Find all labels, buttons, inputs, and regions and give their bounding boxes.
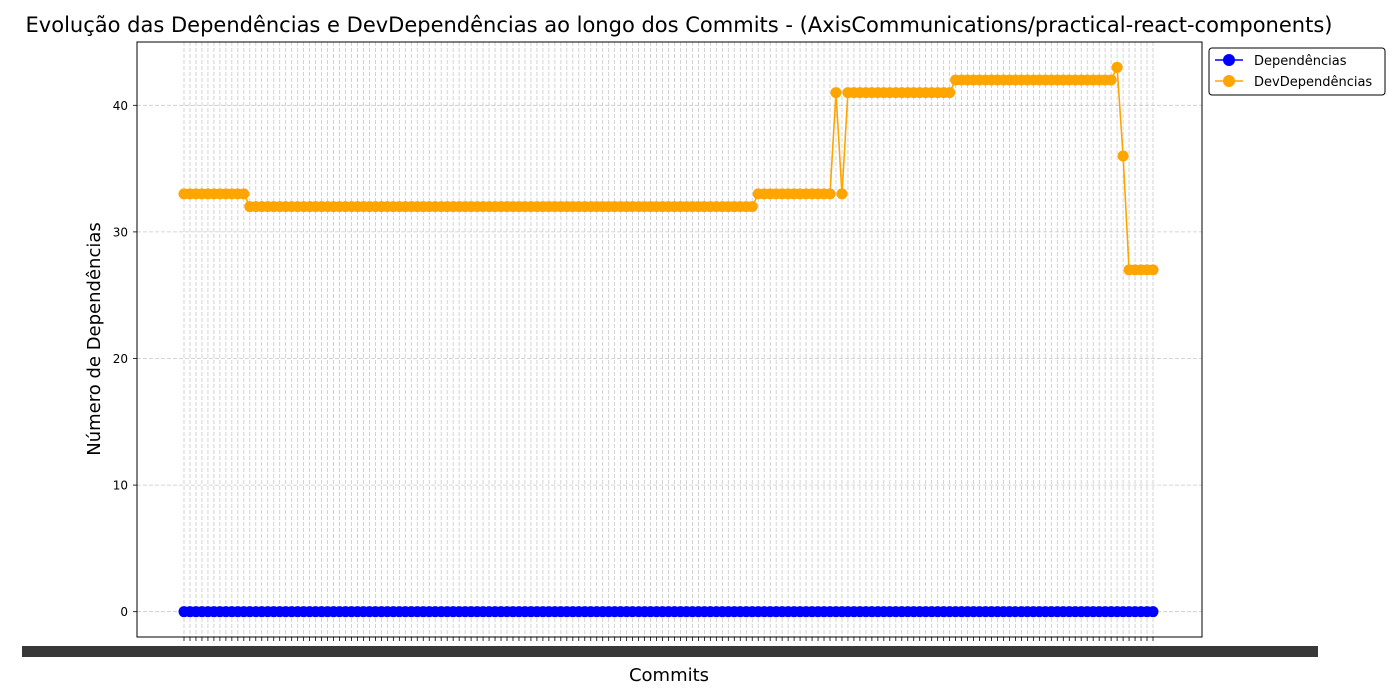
data-point-devdependencias	[1117, 150, 1129, 162]
data-point-devdependencias	[746, 201, 758, 213]
data-point-devdependencias	[836, 188, 848, 200]
x-tick-labels-overlap	[22, 646, 1318, 657]
data-point-devdependencias	[1105, 74, 1117, 86]
y-tick-label: 40	[113, 99, 128, 113]
data-point-dependencias	[1147, 606, 1159, 618]
data-point-devdependencias	[238, 188, 250, 200]
legend-marker-dependencias	[1223, 54, 1235, 66]
x-ticks	[22, 637, 1318, 657]
data-point-devdependencias	[944, 87, 956, 99]
data-point-devdependencias	[1147, 264, 1159, 276]
y-ticks: 0 10 20 30 40	[113, 99, 137, 619]
x-axis-label: Commits	[629, 665, 709, 686]
y-axis-label: Número de Dependências	[84, 222, 105, 456]
series-layer	[178, 61, 1159, 618]
data-point-devdependencias	[824, 188, 836, 200]
y-tick-label: 30	[113, 225, 128, 239]
y-tick-label: 0	[120, 605, 128, 619]
y-tick-label: 20	[113, 352, 128, 366]
plot-area-frame	[136, 41, 1203, 638]
legend-label-devdependencias: DevDependências	[1254, 75, 1372, 90]
y-tick-label: 10	[113, 479, 128, 493]
vertical-gridlines	[183, 42, 1154, 637]
legend-box	[1208, 47, 1386, 96]
data-point-devdependencias	[1111, 61, 1123, 73]
legend: Dependências DevDependências	[1208, 47, 1386, 96]
chart-title: Evolução das Dependências e DevDependênc…	[26, 13, 1333, 37]
legend-label-dependencias: Dependências	[1254, 54, 1347, 69]
data-point-devdependencias	[830, 87, 842, 99]
legend-marker-devdependencias	[1223, 75, 1235, 87]
